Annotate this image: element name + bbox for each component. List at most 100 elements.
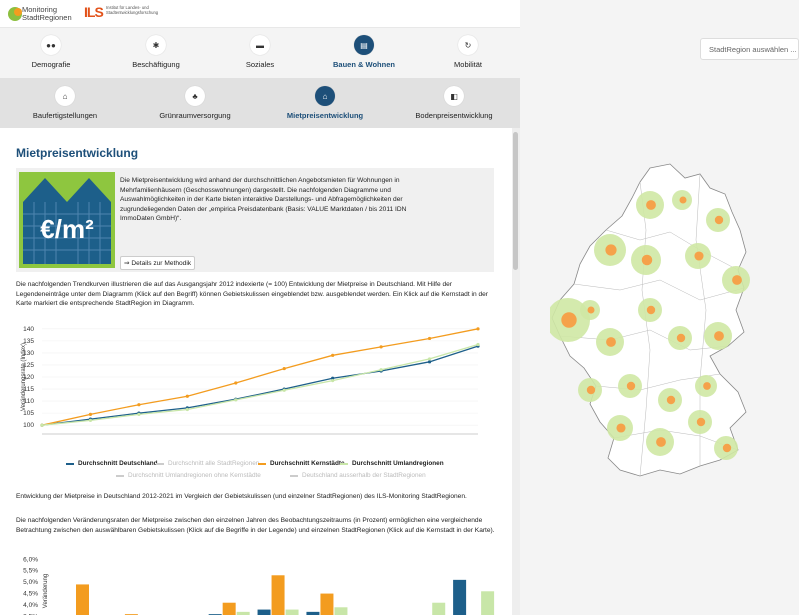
kernstadt-marker	[606, 337, 616, 347]
nav-topics: ●● Demografie ✱ Beschäftigung ▬ Soziales…	[0, 28, 520, 78]
monitoring-logo[interactable]	[6, 4, 86, 24]
data-point	[88, 418, 93, 422]
bar	[453, 579, 467, 615]
people-icon: ●●	[41, 35, 61, 55]
line-chart[interactable]: 100 105 110 115 120 125 130 135 140 Veränderungsr…	[16, 318, 506, 438]
legend-umland-ohne-kern[interactable]: Durchschnitt Umlandregionen ohne Kernstä…	[116, 472, 261, 479]
y-tick-label: 6,0%	[23, 556, 38, 563]
kernstadt-marker	[722, 443, 732, 453]
subtab-bodenpreisentwicklung[interactable]: ◧ Bodenpreisentwicklung	[404, 86, 504, 120]
y-tick-label: 120	[23, 374, 34, 381]
euro-per-sqm-image: €/m²	[19, 172, 115, 268]
methodik-button[interactable]: ⇒ Details zur Methodik	[120, 256, 196, 270]
bar	[306, 611, 320, 615]
kernstadt-marker	[641, 254, 653, 266]
house-euro-icon: ⌂	[315, 86, 335, 106]
scrollbar-thumb[interactable]	[513, 132, 518, 270]
page-title: Mietpreisentwicklung	[16, 146, 139, 160]
legend-swatch	[156, 462, 164, 465]
data-point	[137, 403, 141, 407]
subtab-label: Bodenpreisentwicklung	[415, 111, 493, 120]
left-panel: Monitoring StadtRegionen ILS Institut fü…	[0, 0, 520, 615]
kernstadt-marker	[694, 251, 704, 261]
tab-beschaeftigung[interactable]: ✱ Beschäftigung	[126, 35, 186, 69]
germany-map[interactable]	[550, 160, 790, 490]
legend-swatch	[66, 462, 74, 465]
legend-kernstaedte[interactable]: Durchschnitt Kernstädte	[258, 460, 345, 467]
y-tick-label: 140	[23, 326, 34, 333]
region-border	[605, 229, 739, 271]
series-line	[41, 343, 479, 426]
tab-demografie[interactable]: ●● Demografie	[26, 35, 76, 69]
bar	[76, 584, 89, 615]
tab-label: Soziales	[245, 60, 275, 69]
trend-intro-text: Die nachfolgenden Trendkurven illustrier…	[16, 281, 488, 307]
region-border	[573, 279, 745, 301]
region-border	[695, 173, 707, 466]
data-point	[282, 388, 286, 392]
legend-umlandregionen[interactable]: Durchschnitt Umlandregionen	[340, 460, 444, 467]
subtab-baufertigstellungen[interactable]: ⌂ Baufertigstellungen	[20, 86, 110, 120]
kernstadt-marker	[587, 306, 595, 314]
bar	[257, 609, 271, 615]
bar	[285, 609, 299, 615]
legend-label: Durchschnitt Kernstädte	[270, 460, 345, 467]
y-tick-label: 100	[23, 422, 34, 429]
data-point	[427, 360, 432, 364]
data-point	[282, 366, 286, 371]
logo-text: Monitoring StadtRegionen	[22, 5, 72, 22]
data-point	[331, 376, 335, 380]
bar	[271, 575, 285, 615]
tab-label: Mobilität	[454, 60, 482, 69]
bar	[320, 593, 334, 615]
kernstadt-marker	[561, 312, 577, 328]
land-icon: ◧	[444, 86, 464, 106]
data-point	[427, 336, 432, 341]
legend-label: Durchschnitt alle StadtRegionen	[168, 460, 260, 467]
data-point	[427, 357, 432, 361]
legend-deutschland[interactable]: Durchschnitt Deutschland	[66, 460, 158, 467]
content-area: Mietpreisentwicklung €/m² Die Mietpr	[0, 128, 512, 615]
y-tick-label: 5,0%	[23, 579, 38, 586]
header: Monitoring StadtRegionen ILS Institut fü…	[0, 0, 520, 28]
y-tick-label: 5,5%	[23, 568, 38, 575]
kernstadt-marker	[714, 215, 724, 225]
data-point	[379, 368, 383, 372]
gear-icon: ✱	[146, 35, 166, 55]
subtab-gruenraumversorgung[interactable]: ♣ Grünraumversorgung	[150, 86, 240, 120]
tab-mobilitaet[interactable]: ↻ Mobilität	[443, 35, 493, 69]
kernstadt-marker	[714, 331, 724, 341]
data-point	[476, 327, 480, 331]
kernstadt-marker	[586, 385, 596, 395]
kernstadt-marker	[676, 333, 686, 343]
tab-bauen-wohnen[interactable]: ▤ Bauen & Wohnen	[329, 35, 399, 69]
bar-chart[interactable]: 3,5% 4,0% 4,5% 5,0% 5,5% 6,0% Veränderung	[16, 551, 506, 615]
y-tick-label: 115	[24, 386, 35, 393]
subtab-label: Baufertigstellungen	[32, 111, 98, 120]
subtab-mietpreisentwicklung[interactable]: ⌂ Mietpreisentwicklung	[275, 86, 375, 120]
tab-soziales[interactable]: ▬ Soziales	[235, 35, 285, 69]
y-tick-label: 135	[23, 338, 34, 345]
data-point	[185, 407, 189, 412]
stadtregion-select[interactable]: StadtRegion auswählen ...	[700, 38, 799, 60]
kernstadt-marker	[646, 200, 656, 210]
chat-icon: ▬	[250, 35, 270, 55]
data-point	[379, 345, 383, 349]
y-tick-label: 4,0%	[23, 602, 38, 609]
data-point	[185, 394, 189, 398]
ils-logo[interactable]: ILS	[84, 4, 104, 20]
kernstadt-marker	[732, 275, 742, 285]
legend-ausserhalb[interactable]: Deutschland ausserhalb der StadtRegionen	[290, 472, 426, 479]
euro-sqm-text: €/m²	[40, 214, 94, 244]
series-line	[41, 328, 479, 426]
bar	[222, 602, 236, 615]
content-scrollbar[interactable]	[512, 128, 520, 615]
tab-label: Bauen & Wohnen	[333, 60, 395, 69]
legend-alle-stadtregionen[interactable]: Durchschnitt alle StadtRegionen	[156, 460, 259, 467]
ils-caption: Institut für Landes- und Stadtentwicklun…	[106, 5, 159, 15]
bar	[432, 602, 446, 615]
tab-label: Beschäftigung	[132, 60, 180, 69]
nav-subtopics: ⌂ Baufertigstellungen ♣ Grünraumversorgu…	[0, 78, 520, 128]
legend-label: Durchschnitt Deutschland	[78, 460, 158, 467]
